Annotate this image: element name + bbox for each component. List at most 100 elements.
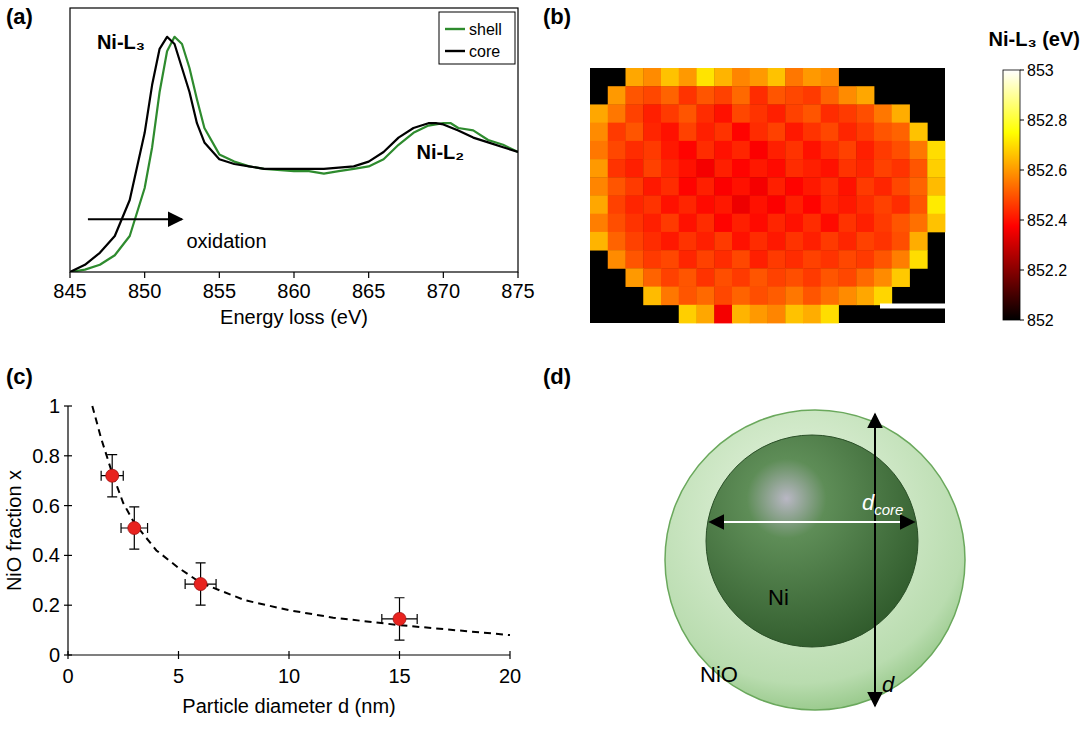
heatmap-cell <box>590 159 608 178</box>
heatmap-cell <box>839 104 857 123</box>
heatmap-cell <box>892 177 910 196</box>
heatmap-cell <box>714 232 732 251</box>
x-tick-label: 5 <box>173 665 184 687</box>
heatmap-cell <box>590 123 608 142</box>
heatmap-cell <box>839 86 857 105</box>
heatmap-cell <box>821 68 839 87</box>
heatmap-cell <box>590 104 608 123</box>
x-tick <box>509 651 510 659</box>
heatmap-cell <box>732 177 750 196</box>
x-tick <box>399 651 400 659</box>
x-tick-label: 855 <box>203 280 236 302</box>
heatmap-cell <box>874 196 892 215</box>
x-tick <box>368 272 369 278</box>
heatmap-cell <box>839 232 857 251</box>
y-tick-label: 0.6 <box>32 495 60 517</box>
core-label: Ni <box>768 585 789 610</box>
x-tick-label: 870 <box>427 280 460 302</box>
data-point <box>393 612 406 625</box>
heatmap-cell <box>750 177 768 196</box>
heatmap-cell <box>750 104 768 123</box>
y-tick <box>64 455 72 456</box>
heatmap-cell <box>679 141 697 160</box>
heatmap-cell <box>679 232 697 251</box>
heatmap-cell <box>803 104 821 123</box>
heatmap-cell <box>910 159 928 178</box>
heatmap-cell <box>750 250 768 269</box>
heatmap-cell <box>714 68 732 87</box>
y-tick-label: 0.4 <box>32 544 60 566</box>
heatmap-cell <box>892 232 910 251</box>
heatmap-cell <box>839 196 857 215</box>
heatmap-cell <box>714 159 732 178</box>
x-tick-label: 845 <box>53 280 86 302</box>
heatmap-cell <box>643 159 661 178</box>
heatmap-cell <box>821 86 839 105</box>
heatmap-cell <box>732 196 750 215</box>
heatmap-cell <box>750 123 768 142</box>
heatmap-cell <box>714 250 732 269</box>
heatmap-cell <box>626 232 644 251</box>
heatmap-cell <box>750 68 768 87</box>
heatmap-cell <box>643 68 661 87</box>
heatmap-cell <box>732 268 750 287</box>
heatmap-cell <box>785 232 803 251</box>
heatmap-cell <box>626 196 644 215</box>
colorbar-tick <box>1020 270 1024 271</box>
heatmap-cell <box>732 250 750 269</box>
heatmap-cell <box>821 232 839 251</box>
heatmap-cell <box>874 287 892 306</box>
heatmap-cell <box>856 177 874 196</box>
heatmap-cell <box>750 287 768 306</box>
heatmap-cell <box>732 86 750 105</box>
heatmap-cell <box>643 86 661 105</box>
heatmap-cell <box>626 104 644 123</box>
heatmap-cell <box>714 287 732 306</box>
heatmap-cell <box>750 159 768 178</box>
x-tick <box>219 272 220 278</box>
core-diameter-label: dcore <box>862 490 903 518</box>
heatmap-cell <box>590 141 608 160</box>
heatmap-cell <box>874 232 892 251</box>
core-diameter-symbol: d <box>862 490 875 515</box>
heatmap-cell <box>785 196 803 215</box>
legend-label: core <box>469 43 500 60</box>
heatmap-cell <box>714 86 732 105</box>
heatmap-cell <box>785 268 803 287</box>
heatmap-cell <box>608 123 626 142</box>
x-tick <box>288 651 289 659</box>
heatmap-cell <box>732 141 750 160</box>
heatmap-cell <box>856 159 874 178</box>
heatmap-cell <box>732 159 750 178</box>
heatmap-cell <box>821 214 839 233</box>
heatmap-cell <box>750 141 768 160</box>
heatmap-cell <box>785 287 803 306</box>
heatmap-cell <box>661 177 679 196</box>
y-tick <box>64 405 72 406</box>
map-background <box>590 68 945 323</box>
heatmap-cell <box>803 159 821 178</box>
heatmap-cell <box>750 305 768 324</box>
heatmap-cell <box>821 268 839 287</box>
heatmap-cell <box>643 123 661 142</box>
heatmap-cells <box>590 68 945 323</box>
heatmap-cell <box>661 196 679 215</box>
heatmap-cell <box>910 214 928 233</box>
colorbar-tick <box>1020 170 1024 171</box>
heatmap-cell <box>803 305 821 324</box>
heatmap-cell <box>803 123 821 142</box>
heatmap-cell <box>874 250 892 269</box>
figure: (a)845850855860865870875Energy loss (eV)… <box>0 0 1086 729</box>
legend-swatch <box>445 28 465 30</box>
x-tick <box>69 272 70 278</box>
heatmap-cell <box>697 104 715 123</box>
diameter-arrow <box>874 414 876 706</box>
heatmap-cell <box>661 104 679 123</box>
scale-bar <box>880 304 975 309</box>
heatmap-cell <box>679 177 697 196</box>
heatmap-cell <box>821 141 839 160</box>
heatmap-cell <box>910 232 928 251</box>
heatmap-cell <box>892 196 910 215</box>
colorbar-tick-label: 852.6 <box>1027 162 1067 179</box>
x-tick-label: 20 <box>499 665 521 687</box>
